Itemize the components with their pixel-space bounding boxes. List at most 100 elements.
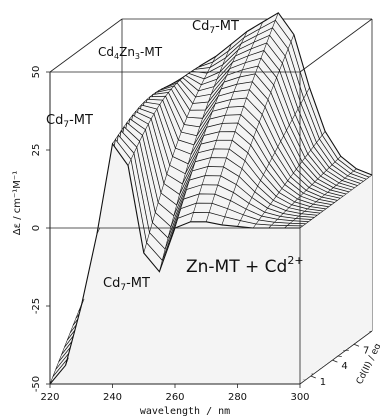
surface-depth-line bbox=[185, 163, 189, 174]
surface-depth-line bbox=[314, 178, 318, 182]
surface-depth-line bbox=[155, 90, 159, 93]
surface-depth-line bbox=[129, 114, 133, 119]
surface-depth-line bbox=[133, 147, 138, 154]
depth-tick-label: 7 bbox=[363, 345, 369, 356]
surface-depth-line bbox=[52, 369, 57, 377]
surface-depth-line bbox=[253, 35, 258, 43]
depth-tick-mark bbox=[310, 375, 316, 379]
surface-depth-line bbox=[251, 191, 256, 198]
surface-depth-line bbox=[254, 65, 259, 74]
surface-depth-line bbox=[331, 161, 336, 165]
surface-depth-line bbox=[229, 62, 233, 69]
surface-depth-line bbox=[322, 208, 327, 212]
surface-depth-line bbox=[175, 139, 179, 149]
surface-depth-line bbox=[263, 168, 267, 175]
surface-depth-line bbox=[317, 212, 321, 216]
surface-depth-line bbox=[345, 191, 350, 195]
surface-depth-line bbox=[130, 153, 135, 160]
surface-depth-line bbox=[249, 81, 253, 90]
surface-depth-line bbox=[202, 109, 206, 119]
surface-depth-line bbox=[156, 104, 161, 110]
surface-depth-line bbox=[168, 88, 172, 93]
surface-depth-line bbox=[341, 177, 346, 181]
surface-depth-line bbox=[205, 212, 210, 222]
surface-depth-line bbox=[135, 107, 139, 112]
surface-depth-line bbox=[334, 200, 338, 203]
surface-depth-line bbox=[255, 219, 260, 225]
surface-depth-line bbox=[161, 249, 166, 261]
surface-depth-line bbox=[180, 198, 184, 209]
surface-depth-line bbox=[247, 144, 251, 153]
surface-depth-line bbox=[327, 189, 331, 193]
surface-depth-line bbox=[149, 222, 153, 233]
surface-depth-line bbox=[191, 69, 195, 72]
surface-depth-line bbox=[215, 96, 219, 104]
surface-depth-line bbox=[192, 161, 196, 171]
surface-depth-line bbox=[304, 153, 309, 158]
surface-depth-line bbox=[319, 134, 323, 140]
surface-depth-line bbox=[238, 43, 242, 50]
surface-depth-line bbox=[261, 106, 266, 115]
surface-depth-line bbox=[182, 75, 186, 78]
surface-depth-line bbox=[268, 224, 272, 229]
surface-depth-line bbox=[294, 108, 299, 115]
surface-depth-line bbox=[141, 101, 145, 106]
surface-depth-line bbox=[208, 94, 212, 103]
surface-depth-line bbox=[201, 78, 205, 85]
y-tick-label: 25 bbox=[31, 144, 42, 157]
x-tick-label: 300 bbox=[290, 392, 309, 403]
x-tick-label: 260 bbox=[165, 392, 184, 403]
surface-depth-line bbox=[192, 96, 196, 104]
surface-depth-line bbox=[200, 135, 205, 145]
surface-depth-line bbox=[279, 63, 283, 71]
surface-depth-line bbox=[194, 67, 198, 70]
surface-depth-line bbox=[274, 146, 279, 153]
surface-depth-line bbox=[275, 192, 280, 197]
surface-depth-line bbox=[187, 154, 192, 164]
surface-depth-line bbox=[241, 160, 246, 169]
surface-depth-line bbox=[303, 190, 307, 194]
surface-depth-line bbox=[69, 325, 74, 333]
surface-depth-line bbox=[163, 174, 168, 184]
surface-depth-line bbox=[213, 140, 217, 149]
surface-depth-line bbox=[243, 208, 247, 215]
surface-depth-line bbox=[302, 223, 306, 227]
surface-depth-line bbox=[197, 143, 202, 153]
surface-depth-line bbox=[244, 152, 249, 161]
surface-depth-line bbox=[343, 193, 347, 197]
surface-depth-line bbox=[228, 43, 232, 51]
y-tick-label: -25 bbox=[31, 298, 42, 314]
surface-depth-line bbox=[234, 122, 239, 132]
box-edge-top-right bbox=[299, 18, 373, 73]
surface-depth-line bbox=[334, 158, 339, 163]
surface-depth-line bbox=[318, 196, 322, 200]
surface-depth-line bbox=[252, 73, 256, 82]
surface-depth-line bbox=[146, 232, 150, 243]
surface-depth-line bbox=[277, 141, 281, 147]
surface-depth-line bbox=[347, 173, 351, 177]
surface-depth-line bbox=[214, 184, 219, 195]
surface-depth-line bbox=[238, 168, 243, 177]
surface-depth-line bbox=[271, 152, 276, 158]
surface-depth-line bbox=[148, 118, 152, 125]
surface-depth-line bbox=[239, 69, 243, 78]
surface-depth-line bbox=[190, 212, 194, 222]
surface-depth-line bbox=[295, 215, 299, 219]
surface-depth-line bbox=[243, 97, 247, 107]
surface-depth-line bbox=[266, 163, 270, 170]
surface-depth-line bbox=[182, 173, 186, 185]
surface-depth-line bbox=[245, 203, 250, 210]
surface-depth-line bbox=[245, 55, 249, 63]
surface-depth-line bbox=[303, 92, 307, 99]
surface-depth-line bbox=[340, 195, 344, 199]
surface-depth-line bbox=[315, 199, 320, 203]
surface-depth-line bbox=[55, 361, 59, 370]
surface-depth-line bbox=[282, 55, 286, 64]
surface-depth-line bbox=[230, 192, 234, 201]
surface-depth-line bbox=[331, 202, 335, 205]
surface-depth-line bbox=[308, 184, 313, 188]
surface-depth-line bbox=[333, 185, 337, 188]
y-tick-label: -50 bbox=[31, 376, 42, 392]
surface-depth-line bbox=[366, 176, 370, 180]
surface-depth-line bbox=[259, 114, 263, 123]
